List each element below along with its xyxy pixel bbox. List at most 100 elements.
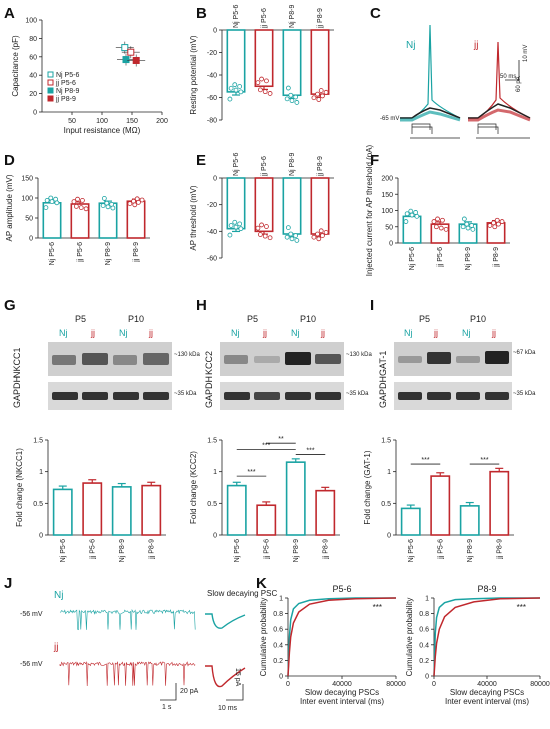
data-dot xyxy=(469,223,475,228)
category-label: jj P5-6 xyxy=(261,8,268,29)
blot-i-band xyxy=(398,356,422,363)
data-dot xyxy=(404,211,410,217)
blot-h-gapdh-kda: ~35 kDa xyxy=(346,391,369,397)
blot-i-gapdh-band xyxy=(398,392,422,400)
category-label: Nj P8-9 xyxy=(465,247,472,270)
data-dot xyxy=(318,88,324,93)
data-dot xyxy=(414,213,420,219)
y-tick-label: -80 xyxy=(207,118,217,125)
x-tick-label: 200 xyxy=(156,118,168,125)
panel-label-E: E xyxy=(196,152,206,169)
blot-g-gapdh-band xyxy=(113,392,139,400)
data-dot xyxy=(237,221,243,227)
data-dot xyxy=(288,92,294,98)
y-tick-label: 1.5 xyxy=(33,438,43,445)
blot-g-gapdh-band xyxy=(143,392,169,400)
legend-swatch xyxy=(47,71,54,78)
bar-nj-p8-9 xyxy=(285,461,306,536)
data-dot xyxy=(101,195,107,201)
chart-K2: 0 0.2 0.4 0.6 0.8 1 0 40000 80000 P8-9 Slow decayi… xyxy=(405,584,550,706)
data-dot xyxy=(238,226,244,232)
data-dot xyxy=(293,94,299,100)
data-dot xyxy=(285,225,291,231)
data-dot xyxy=(294,237,300,243)
bar-jj-p5-6 xyxy=(254,177,274,233)
bar-jj-p8-9 xyxy=(310,177,330,235)
bar-jj-p8-9 xyxy=(315,489,336,536)
category-label: jj P8-9 xyxy=(322,539,329,560)
y-tick-label: 0 xyxy=(213,176,217,183)
y-tick-label: 50 xyxy=(385,224,393,231)
nj-stimulus-steps xyxy=(410,123,460,139)
x-tick-label: 40000 xyxy=(477,681,497,688)
category-label: Nj P5-6 xyxy=(60,539,67,562)
y-tick-label: 1 xyxy=(387,469,391,476)
bar-jj-p8-9 xyxy=(489,470,510,536)
chart-B: 0 -20 -40 -60 -80 Resting potential (mV) Nj P5… xyxy=(189,5,334,125)
data-dot xyxy=(100,203,106,209)
y-tick-label: 0.2 xyxy=(419,658,429,665)
x-tick-label: 100 xyxy=(96,118,108,125)
jj-trace-bundle xyxy=(468,108,531,122)
y-tick-label: 1.5 xyxy=(207,438,217,445)
blot-g-jj2: jj xyxy=(148,328,153,338)
panel-J-traces: Nj -56 mV jj -56 mV Slow decaying PSC 20… xyxy=(20,589,277,712)
data-dot xyxy=(267,91,273,96)
y-tick-label: -20 xyxy=(207,202,217,209)
chart-K1: 0 0.2 0.4 0.6 0.8 1 0 40000 80000 P5-6 Slow decayi… xyxy=(259,584,406,706)
panel-label-C: C xyxy=(370,5,381,22)
blot-h-jj1: jj xyxy=(262,328,267,338)
category-label: jj P8-9 xyxy=(496,539,503,560)
nj-slow-psc-average xyxy=(205,613,246,629)
j-label-nj: Nj xyxy=(54,590,63,601)
blot-h-p5: P5 xyxy=(247,314,258,324)
blot-h-gapdh-band xyxy=(315,392,341,400)
data-dot xyxy=(413,210,419,215)
category-label: jj P5-6 xyxy=(263,539,270,560)
blot-g-p10: P10 xyxy=(128,314,144,324)
k-xlabel-1: Slow decaying PSCs xyxy=(305,688,379,697)
cdf-jj xyxy=(287,597,397,677)
bar-nj-p8-9 xyxy=(282,29,302,97)
bar-jj-p5-6 xyxy=(256,504,277,536)
x-tick-label: 40000 xyxy=(332,681,352,688)
blot-h-p10: P10 xyxy=(300,314,316,324)
blot-g-jj1: jj xyxy=(90,328,95,338)
resting-vm-label: -65 mV xyxy=(380,116,399,122)
category-label: Nj P8-9 xyxy=(105,242,112,265)
category-label: Nj P8-9 xyxy=(289,153,296,176)
data-dot xyxy=(289,236,295,242)
y-axis-label: Fold change (KCC2) xyxy=(189,451,198,524)
y-tick-label: 150 xyxy=(21,176,33,183)
data-dot xyxy=(323,229,329,235)
category-label: Nj P8-9 xyxy=(293,539,300,562)
blot-i-band xyxy=(427,352,451,364)
blot-g-nj1: Nj xyxy=(59,328,68,338)
data-dot xyxy=(499,219,505,224)
category-label: jj P5-6 xyxy=(437,247,444,268)
cdf-nj xyxy=(287,597,396,677)
blot-I: P5 P10 Nj jj Nj jj GAT-1 ~67 kDa GAPDH ~… xyxy=(378,314,536,410)
y-tick-label: 1 xyxy=(39,469,43,476)
y-axis-label: Resting potential (mV) xyxy=(189,35,198,114)
chart-D: 0 50 100 150 AP amplitude (mV) Nj P5-6 jj P5-6… xyxy=(5,174,150,265)
data-dot xyxy=(289,98,295,104)
x-tick-label: 50 xyxy=(68,118,76,125)
y-tick-label: -40 xyxy=(207,229,217,236)
data-dot xyxy=(438,225,444,231)
legend-swatch xyxy=(47,95,54,102)
chart-A: 0 20 40 60 80 100 50 100 150 200 Input resistance … xyxy=(11,18,168,136)
bar-jj-p5-6 xyxy=(82,482,103,536)
y-tick-label: 0 xyxy=(39,533,43,540)
bar-nj-p5-6 xyxy=(226,484,247,536)
sig-i-1-label: *** xyxy=(421,457,429,464)
data-dot xyxy=(233,87,239,93)
k-xlabel-2: Inter event interval (ms) xyxy=(445,697,529,706)
data-dot xyxy=(443,226,449,232)
x-tick-label: 80000 xyxy=(386,681,406,688)
blot-i-p10: P10 xyxy=(470,314,486,324)
cdf-jj xyxy=(433,597,541,677)
category-label: Nj P5-6 xyxy=(49,242,56,265)
jj-subthreshold-traces xyxy=(468,103,531,119)
